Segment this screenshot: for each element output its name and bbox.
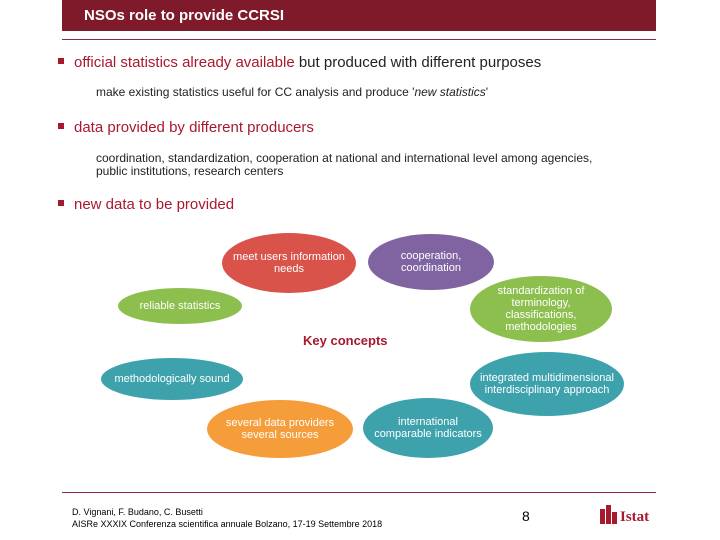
node-cooperation: cooperation, coordination — [368, 234, 494, 290]
bullet-square-icon — [58, 200, 64, 207]
istat-logo-icon: Istat — [600, 505, 649, 525]
sub-text-end: ' — [485, 85, 489, 99]
footer-citation: D. Vignani, F. Budano, C. Busetti AISRe … — [72, 506, 382, 530]
bullet-bold-text: official statistics already available — [74, 54, 295, 71]
footer-event: AISRe XXXIX Conferenza scientifica annua… — [72, 519, 383, 529]
sub-line-1: coordination, standardization, cooperati… — [96, 151, 593, 165]
footer-authors: D. Vignani, F. Budano, C. Busetti — [72, 507, 203, 517]
node-methodologically-sound: methodologically sound — [101, 358, 243, 400]
node-comparable-indicators: international comparable indicators — [363, 398, 493, 458]
page-number: 8 — [522, 508, 530, 524]
bullet-data-producers: data provided by different producers — [58, 119, 314, 136]
sub-point-coordination: coordination, standardization, cooperati… — [96, 152, 592, 178]
footer-divider — [62, 492, 656, 493]
node-reliable-statistics: reliable statistics — [118, 288, 242, 324]
slide-header: NSOs role to provide CCRSI — [62, 0, 656, 31]
node-data-providers: several data providers several sources — [207, 400, 353, 458]
istat-logo: Istat — [598, 503, 660, 530]
bullet-new-data: new data to be provided — [58, 196, 234, 213]
logo-wordmark: Istat — [620, 509, 649, 525]
bullet-official-statistics: official statistics already available bu… — [58, 54, 541, 71]
node-integrated-approach: integrated multidimensional interdiscipl… — [470, 352, 624, 416]
node-users-needs: meet users information needs — [222, 233, 356, 293]
sub-italic-text: new statistics — [414, 85, 486, 99]
slide-title: NSOs role to provide CCRSI — [84, 7, 285, 24]
sub-point-statistics: make existing statistics useful for CC a… — [96, 86, 488, 99]
sub-text: make existing statistics useful for CC a… — [96, 85, 415, 99]
bullet-bold-text: new data to be provided — [74, 196, 235, 213]
bullet-bold-text: data provided by different producers — [74, 119, 314, 136]
key-concepts-label: Key concepts — [303, 333, 388, 348]
sub-line-2: public institutions, research centers — [96, 164, 284, 178]
bullet-plain-text: but produced with different purposes — [294, 54, 542, 71]
node-standardization: standardization of terminology, classifi… — [470, 276, 612, 342]
header-divider — [62, 39, 656, 40]
bullet-square-icon — [58, 123, 64, 130]
bullet-square-icon — [58, 58, 64, 65]
